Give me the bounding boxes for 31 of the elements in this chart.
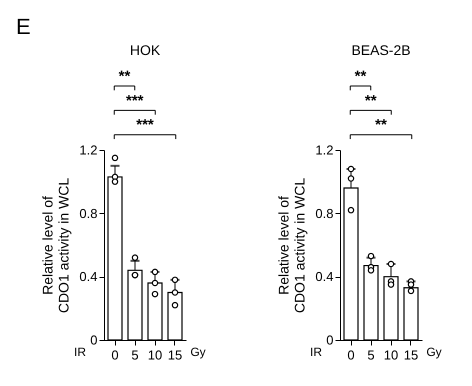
text: ** (354, 68, 366, 85)
y-tick-label: 0.8 (79, 206, 98, 221)
y-axis-title: Relative level of CDO1 activity in WCL (39, 178, 72, 314)
text: E (16, 14, 31, 40)
y-tick-label: 0 (90, 332, 98, 348)
x-axis-title: Gy (426, 345, 442, 359)
x-tick-label: 15 (168, 348, 182, 362)
text: ** (375, 116, 387, 134)
text: ** (118, 68, 130, 85)
text: IR (74, 345, 86, 359)
y-tick-label: 1.2 (79, 142, 98, 158)
y-tick-label: 1.2 (315, 142, 334, 158)
text: *** (136, 116, 154, 134)
text: ** (364, 92, 377, 110)
chart-title: HOK (130, 42, 161, 58)
x-tick-label: 5 (131, 348, 139, 362)
chart-title: BEAS-2B (351, 42, 411, 58)
y-tick-label: 0 (326, 332, 334, 348)
text: *** (126, 92, 144, 110)
y-axis-title: Relative level of CDO1 activity in WCL (275, 178, 308, 314)
x-tick-label: 10 (384, 348, 398, 362)
x-tick-label: 10 (148, 348, 162, 362)
y-tick-label: 0.4 (79, 269, 98, 284)
x-tick-label: 0 (347, 348, 355, 362)
y-tick-label: 0.8 (315, 206, 334, 221)
x-tick-label: 15 (404, 348, 418, 362)
x-tick-label: 0 (111, 348, 119, 362)
y-tick-label: 0.4 (315, 269, 334, 284)
x-axis-title: Gy (190, 345, 206, 359)
text: IR (310, 345, 322, 359)
x-tick-label: 5 (367, 348, 375, 362)
